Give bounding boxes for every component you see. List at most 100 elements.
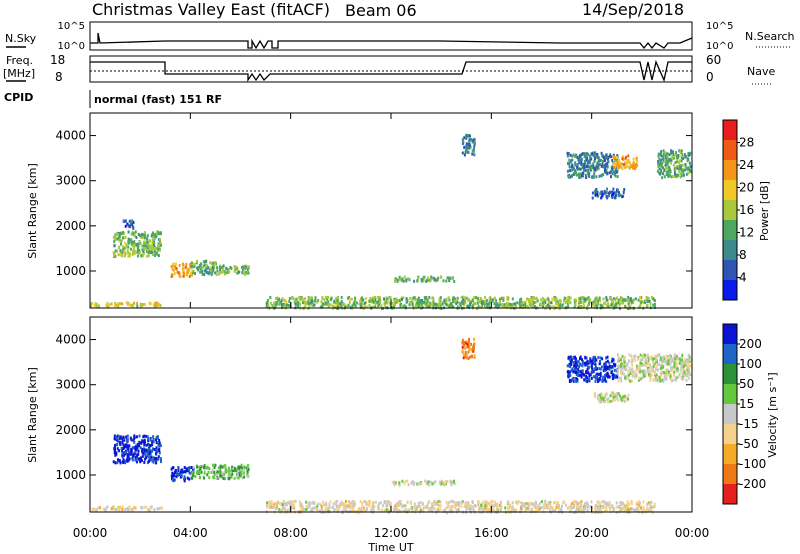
data-cell <box>127 223 130 227</box>
data-cell <box>630 500 633 503</box>
data-cell <box>596 374 598 378</box>
data-cell <box>623 399 626 403</box>
data-cell <box>471 305 474 309</box>
data-cell <box>300 298 303 302</box>
data-cell <box>491 298 494 302</box>
data-cell <box>462 343 465 347</box>
data-cell <box>495 304 497 308</box>
data-cell <box>146 435 149 439</box>
data-cell <box>598 400 601 404</box>
data-cell <box>351 509 354 513</box>
data-cell <box>202 264 205 268</box>
data-cell <box>299 504 302 508</box>
data-cell <box>418 303 420 307</box>
x-axis-label: Time UT <box>367 541 413 554</box>
data-cell <box>584 502 586 506</box>
data-cell <box>94 508 97 512</box>
data-cell <box>421 299 424 302</box>
data-cell <box>672 356 675 360</box>
data-cell <box>585 361 588 365</box>
data-cell <box>550 301 553 305</box>
data-cell <box>337 504 340 508</box>
data-cell <box>279 300 282 304</box>
data-cell <box>511 508 513 512</box>
data-cell <box>643 369 646 373</box>
data-cell <box>122 461 125 464</box>
data-cell <box>488 297 491 301</box>
data-cell <box>591 302 594 306</box>
data-cell <box>116 461 119 465</box>
data-cell <box>115 451 118 455</box>
data-cell <box>566 298 569 302</box>
data-cell <box>566 370 569 374</box>
data-cell <box>620 358 622 362</box>
data-cell <box>153 448 156 451</box>
data-cell <box>158 441 161 445</box>
data-cell <box>610 303 613 307</box>
data-cell <box>654 372 657 376</box>
data-cell <box>637 298 640 302</box>
data-cell <box>485 298 488 302</box>
data-cell <box>462 140 465 144</box>
data-cell <box>600 196 603 200</box>
data-cell <box>154 254 156 258</box>
data-cell <box>681 358 683 362</box>
data-cell <box>417 298 420 302</box>
data-cell <box>246 268 249 272</box>
data-cell <box>574 355 576 359</box>
data-cell <box>528 302 531 306</box>
data-cell <box>600 151 603 155</box>
data-cell <box>389 503 392 507</box>
data-cell <box>172 268 175 272</box>
data-cell <box>520 509 523 513</box>
data-cell <box>396 503 399 507</box>
data-cell <box>685 378 688 382</box>
data-cell <box>340 295 343 299</box>
data-cell <box>351 304 354 308</box>
data-cell <box>664 151 667 155</box>
data-cell <box>121 449 124 453</box>
data-cell <box>119 240 122 244</box>
data-cell <box>360 509 363 513</box>
data-cell <box>627 393 630 397</box>
data-cell <box>592 162 595 166</box>
data-cell <box>584 355 587 359</box>
data-cell <box>578 297 580 301</box>
data-cell <box>158 444 161 448</box>
data-cell <box>213 473 216 477</box>
data-cell <box>616 175 619 179</box>
data-cell <box>663 175 666 179</box>
data-cell <box>563 500 566 504</box>
data-cell <box>461 338 464 342</box>
data-cell <box>134 458 137 462</box>
data-cell <box>446 276 449 280</box>
data-cell <box>612 507 615 510</box>
data-cell <box>579 369 582 373</box>
data-cell <box>153 508 156 512</box>
data-cell <box>632 161 635 165</box>
data-cell <box>122 443 125 447</box>
data-cell <box>292 502 295 506</box>
data-cell <box>511 501 514 505</box>
data-cell <box>395 297 398 301</box>
data-cell <box>458 305 461 309</box>
data-cell <box>574 371 577 374</box>
data-cell <box>156 304 158 307</box>
data-cell <box>583 304 586 308</box>
data-cell <box>682 360 685 364</box>
data-cell <box>145 443 148 447</box>
data-cell <box>516 502 519 506</box>
data-cell <box>170 467 173 471</box>
data-cell <box>415 303 418 307</box>
data-cell <box>682 365 685 368</box>
data-cell <box>482 500 485 504</box>
colorbar-segment <box>723 364 737 385</box>
data-cell <box>119 505 122 509</box>
data-cell <box>228 476 231 480</box>
data-cell <box>623 360 626 364</box>
data-cell <box>197 268 200 272</box>
data-cell <box>94 302 97 306</box>
data-cell <box>132 452 135 456</box>
data-cell <box>645 295 648 299</box>
data-cell <box>617 301 620 304</box>
